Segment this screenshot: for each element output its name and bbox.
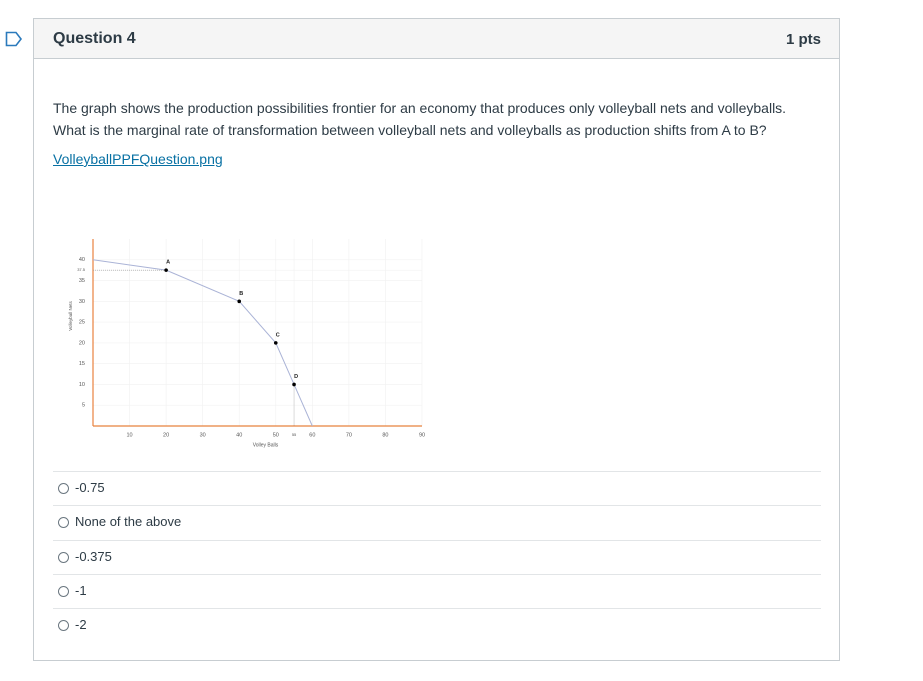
answer-option[interactable]: None of the above — [53, 505, 821, 540]
radio-button[interactable] — [58, 483, 69, 494]
radio-button[interactable] — [58, 585, 69, 597]
point-label: D — [294, 374, 298, 380]
question-title: Question 4 — [53, 30, 136, 47]
y-tick-label: 30 — [79, 299, 85, 305]
x-tick-label: 50 — [273, 432, 279, 438]
question-header: Question 4 1 pts — [34, 19, 839, 59]
y-tick-label: 10 — [79, 382, 85, 388]
x-tick-label: 30 — [200, 432, 206, 438]
point-label: B — [239, 291, 243, 297]
x-tick-label: 80 — [382, 432, 388, 438]
point-label: C — [276, 332, 280, 338]
y-tick-label: 37.5 — [77, 267, 86, 272]
x-tick-label: 20 — [163, 432, 169, 438]
option-label[interactable]: -1 — [75, 582, 87, 598]
y-tick-label: 25 — [79, 320, 85, 326]
question-text: The graph shows the production possibili… — [53, 100, 787, 138]
point — [164, 268, 168, 272]
answer-option[interactable]: -1 — [53, 573, 821, 609]
question-card: Question 4 1 pts The graph shows the pro… — [33, 18, 840, 661]
x-tick-label: 90 — [419, 432, 425, 438]
radio-button[interactable] — [58, 551, 69, 563]
option-label[interactable]: None of the above — [75, 514, 182, 530]
question-points: 1 pts — [785, 31, 821, 48]
flag-icon[interactable] — [5, 31, 23, 47]
option-label[interactable]: -0.375 — [75, 548, 112, 564]
x-tick-label: 70 — [346, 432, 352, 438]
radio-button[interactable] — [58, 620, 69, 632]
answer-option[interactable]: -0.75 — [53, 471, 821, 506]
point — [273, 341, 278, 345]
y-axis-label: Volleyball Nets — [68, 300, 73, 330]
y-tick-label: 35 — [79, 278, 85, 284]
ppf-curve — [92, 259, 313, 427]
y-tick-label: 40 — [79, 257, 85, 263]
point-label: A — [166, 260, 170, 266]
radio-button[interactable] — [58, 517, 69, 529]
y-tick-label: 20 — [79, 340, 85, 346]
x-tick-label: 60 — [309, 432, 315, 438]
x-tick-label: 40 — [236, 432, 242, 438]
option-label[interactable]: -0.75 — [75, 480, 105, 495]
chart: 5 10 15 20 25 30 35 37.5 40 10 20 30 40 50 55 60 70 80 90 V… — [68, 239, 425, 448]
x-tick-label: 55 — [292, 432, 297, 437]
point — [292, 382, 296, 387]
image-link[interactable]: VolleyballPPFQuestion.png — [53, 151, 223, 167]
y-tick-label: 15 — [79, 361, 85, 367]
x-axis-label: Volley Balls — [253, 442, 279, 448]
x-tick-label: 10 — [126, 432, 132, 438]
point — [237, 299, 242, 304]
option-label[interactable]: -2 — [75, 617, 87, 633]
y-tick-label: 5 — [82, 403, 85, 409]
answer-option[interactable]: -0.375 — [53, 539, 821, 575]
answer-option[interactable]: -2 — [53, 608, 821, 643]
